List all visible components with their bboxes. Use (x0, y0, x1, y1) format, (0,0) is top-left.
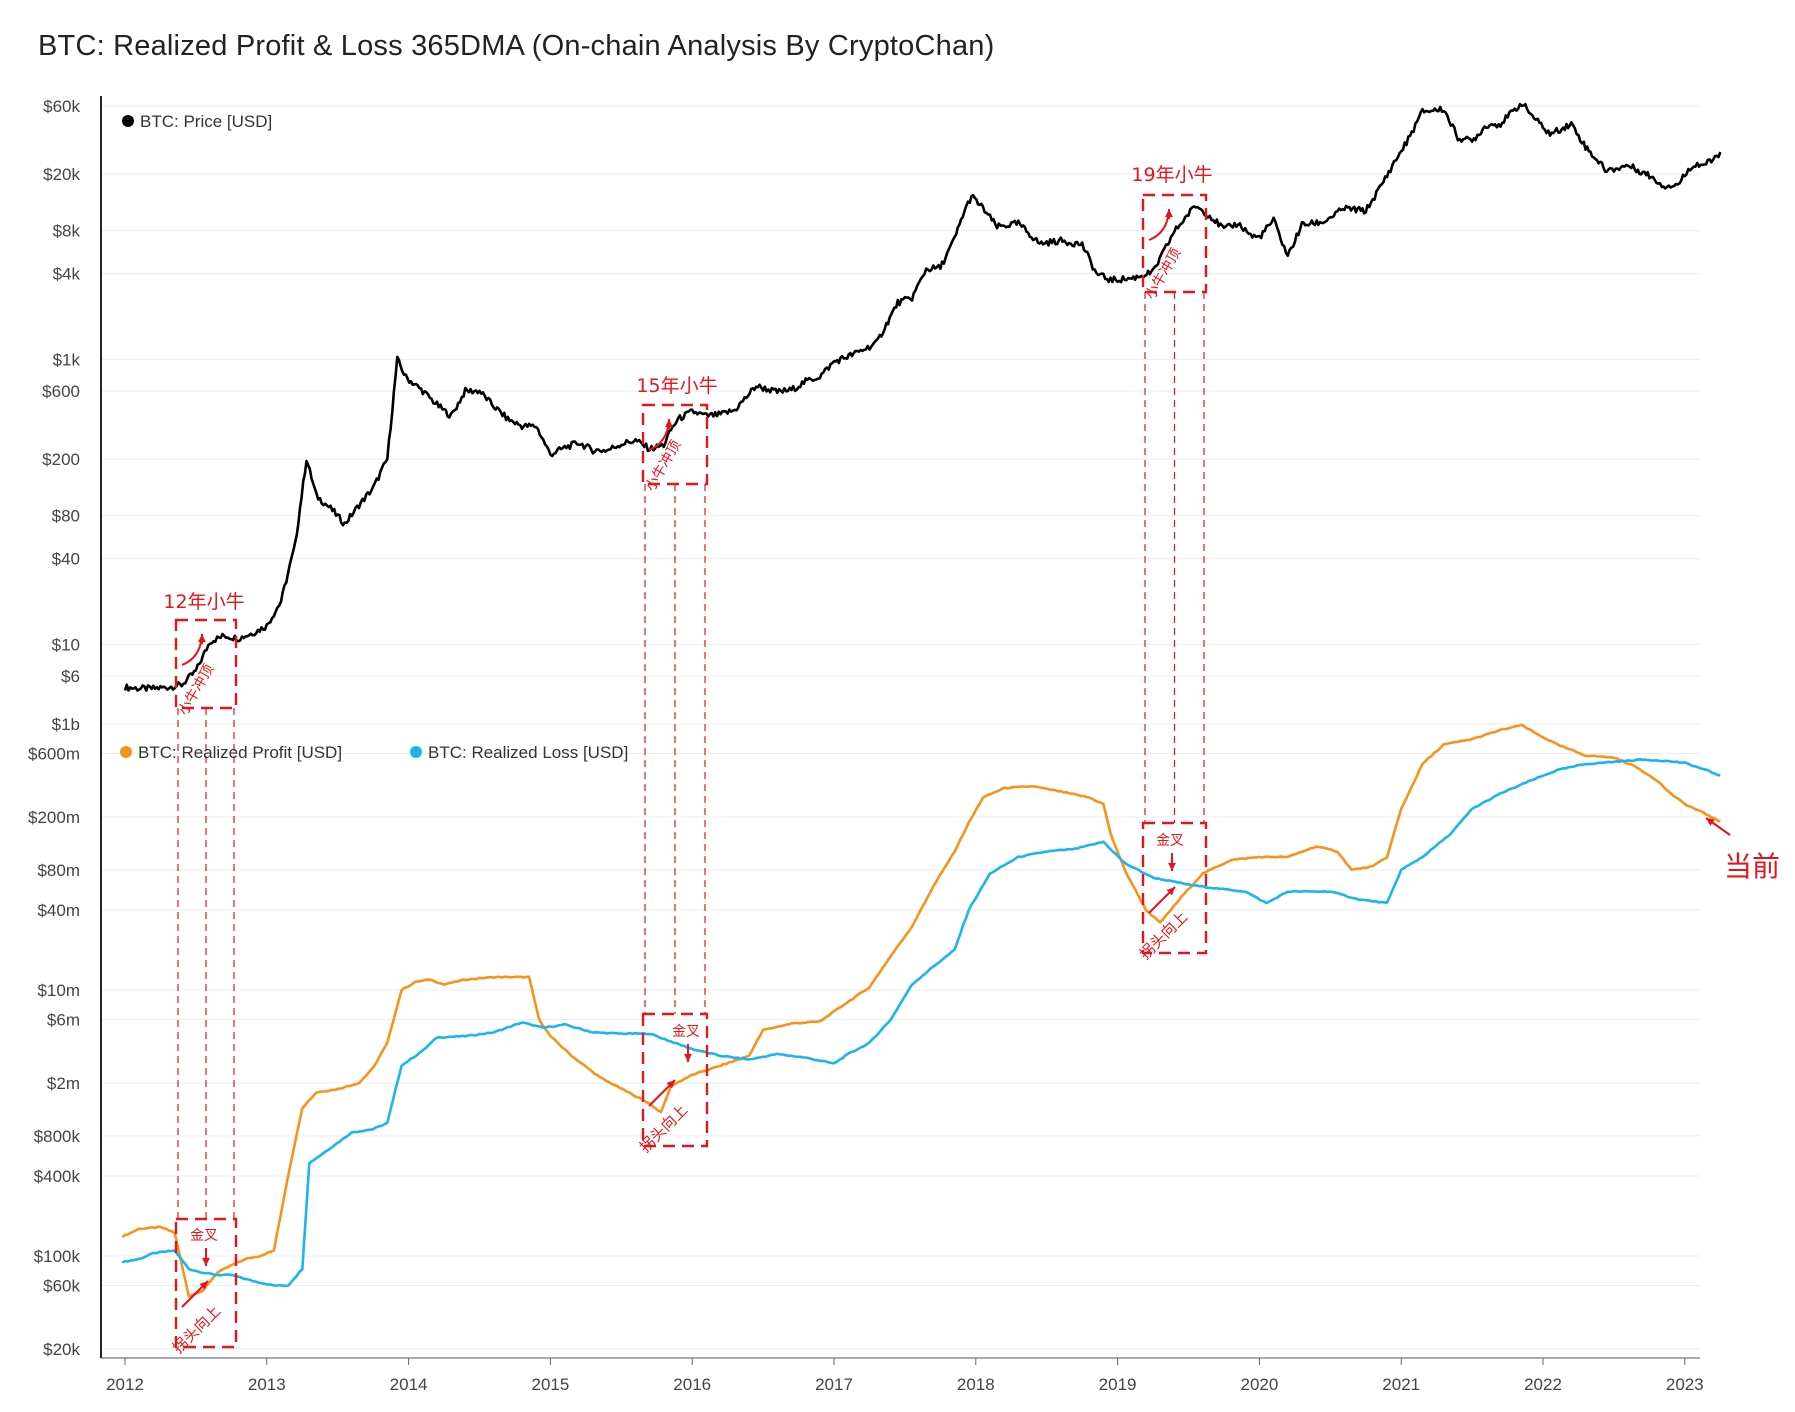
annotation-layer: 12年小牛小牛冲顶金叉拐头向上15年小牛小牛冲顶金叉拐头向上19年小牛小牛冲顶金… (163, 164, 1780, 1357)
golden-cross-arrow-0-head (202, 1257, 210, 1266)
y-tick-label-top-4: $1k (53, 350, 81, 369)
series-line-top-0 (123, 102, 1722, 692)
series-line-bottom-0 (121, 723, 1721, 1298)
chart-title: BTC: Realized Profit & Loss 365DMA (On-c… (38, 30, 995, 62)
x-tick-label-2022: 2022 (1524, 1375, 1562, 1394)
golden-cross-label-2: 金叉 (1156, 833, 1184, 849)
y-tick-label-top-9: $10 (52, 635, 80, 654)
x-tick-label-2012: 2012 (106, 1375, 144, 1394)
y-tick-label-bottom-3: $80m (37, 861, 80, 880)
legend-label-price: BTC: Price [USD] (140, 112, 272, 131)
y-tick-label-bottom-1: $600m (28, 745, 80, 764)
golden-cross-label-0: 金叉 (190, 1228, 218, 1244)
y-tick-label-bottom-7: $2m (47, 1074, 80, 1093)
x-tick-label-2013: 2013 (248, 1375, 286, 1394)
y-tick-label-bottom-11: $60k (43, 1277, 80, 1296)
bull-top-arrow-2-head (1165, 209, 1173, 218)
golden-cross-arrow-1-head (684, 1053, 692, 1062)
axis-layer: $60k $20k $8k $4k $1k $600 $200 $80 $40 $10 $6 $1b $… (28, 96, 1704, 1394)
golden-cross-arrow-2-head (1168, 862, 1176, 871)
bull-label-2: 19年小牛 (1131, 164, 1212, 186)
y-tick-label-top-7: $80 (52, 507, 80, 526)
legend-label-loss: BTC: Realized Loss [USD] (428, 743, 628, 762)
y-tick-label-top-0: $60k (43, 97, 80, 116)
current-arrow-head (1706, 818, 1715, 826)
turn-up-arrow-2-head (1166, 887, 1175, 896)
current-label: 当前 (1724, 850, 1780, 883)
y-tick-label-top-5: $600 (42, 382, 80, 401)
legend-layer: BTC: Price [USD] BTC: Realized Profit [US… (120, 112, 628, 762)
y-tick-label-bottom-8: $800k (34, 1127, 81, 1146)
x-tick-label-2021: 2021 (1382, 1375, 1420, 1394)
legend-swatch-profit (120, 746, 132, 758)
series-layer (121, 102, 1722, 1298)
y-tick-label-top-8: $40 (52, 550, 80, 569)
series-line-bottom-1 (121, 758, 1721, 1288)
x-tick-label-2015: 2015 (531, 1375, 569, 1394)
y-tick-label-bottom-5: $10m (37, 981, 80, 1000)
y-tick-label-bottom-0: $1b (52, 715, 80, 734)
x-tick-label-2018: 2018 (957, 1375, 995, 1394)
turn-up-arrow-0-head (199, 1281, 208, 1290)
legend-swatch-price (122, 115, 134, 127)
x-tick-label-2019: 2019 (1099, 1375, 1137, 1394)
legend-label-profit: BTC: Realized Profit [USD] (138, 743, 342, 762)
x-tick-label-2016: 2016 (673, 1375, 711, 1394)
bull-top-arrow-1-head (665, 419, 673, 428)
y-tick-label-top-3: $4k (53, 265, 81, 284)
x-tick-label-2020: 2020 (1240, 1375, 1278, 1394)
y-tick-label-top-10: $6 (61, 667, 80, 686)
legend-swatch-loss (410, 746, 422, 758)
y-tick-label-bottom-2: $200m (28, 808, 80, 827)
y-tick-label-bottom-6: $6m (47, 1011, 80, 1030)
y-tick-label-top-1: $20k (43, 165, 80, 184)
bull-top-arrow-0-head (198, 634, 206, 643)
grid-layer (101, 105, 1700, 1350)
x-tick-label-2017: 2017 (815, 1375, 853, 1394)
golden-cross-label-1: 金叉 (672, 1024, 700, 1040)
x-tick-label-2023: 2023 (1666, 1375, 1704, 1394)
turn-up-arrow-1-head (666, 1080, 675, 1089)
x-tick-label-2014: 2014 (390, 1375, 428, 1394)
y-tick-label-bottom-9: $400k (34, 1167, 81, 1186)
y-tick-label-top-6: $200 (42, 450, 80, 469)
bull-label-0: 12年小牛 (163, 591, 244, 613)
y-tick-label-bottom-10: $100k (34, 1247, 81, 1266)
bottom-box-1 (641, 1012, 709, 1148)
bull-label-1: 15年小牛 (636, 375, 717, 397)
y-tick-label-top-2: $8k (53, 222, 81, 241)
y-tick-label-bottom-12: $20k (43, 1340, 80, 1359)
y-tick-label-bottom-4: $40m (37, 901, 80, 920)
